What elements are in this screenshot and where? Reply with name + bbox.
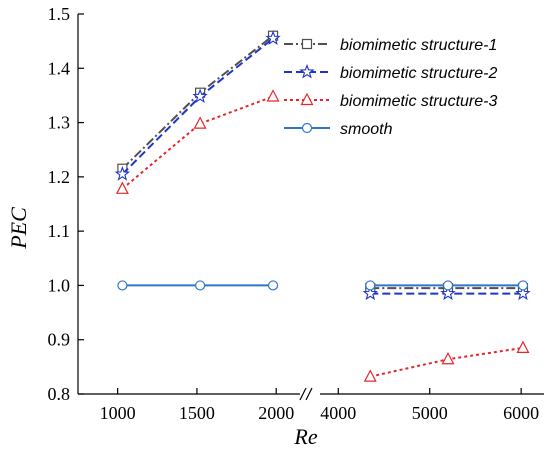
series-line [121,37,274,175]
data-point [441,351,455,365]
x-tick-label: 6000 [503,403,539,423]
y-tick-label: 0.9 [48,330,71,350]
series-2 [114,30,531,301]
data-point [515,285,531,301]
data-point [114,166,131,181]
legend-label: biomimetic structure-1 [340,37,497,54]
legend-item: biomimetic structure-3 [284,92,497,110]
axis-break-mark [299,387,307,401]
plot-area [114,30,531,382]
data-point [517,280,529,291]
y-tick-label: 1.3 [48,113,71,133]
data-point [192,88,208,104]
data-point [267,280,279,291]
legend-label: biomimetic structure-2 [340,65,497,82]
data-point [195,280,206,291]
y-tick-label: 0.8 [48,384,71,404]
x-axis-title: Re [293,424,317,449]
data-point [265,30,281,45]
axis-break-mark [305,387,313,401]
legend: biomimetic structure-1 biomimetic structu… [284,37,497,138]
y-axis-title: PEC [6,207,31,250]
series-3 [115,89,530,382]
data-point [442,280,454,291]
series-4 [117,280,529,291]
axes: 0.8 0.9 1.0 1.1 1.2 1.3 1.4 1.5 1000 1500 2000 4000… [48,4,544,423]
legend-item: biomimetic structure-1 [284,37,497,54]
y-tick-label: 1.2 [48,167,71,187]
data-point [115,181,129,194]
legend-marker [300,92,314,106]
legend-marker [299,63,315,79]
data-point [117,280,128,291]
legend-item: smooth [284,121,393,138]
legend-label: biomimetic structure-3 [340,93,497,110]
x-tick-label: 1500 [179,403,215,423]
x-tick-label: 1000 [100,403,136,423]
y-tick-label: 1.0 [48,275,71,295]
data-point [363,369,377,382]
x-tick-label: 4000 [320,403,356,423]
data-point [266,89,280,102]
x-tick-label: 2000 [258,403,294,423]
data-point [440,285,456,301]
y-tick-label: 1.4 [48,58,71,78]
legend-item: biomimetic structure-2 [284,63,497,82]
data-point [193,116,207,129]
x-tick-label: 5000 [412,403,448,423]
data-point [362,285,378,301]
legend-marker [301,38,313,50]
y-tick-label: 1.5 [48,4,71,24]
data-point [516,340,530,353]
legend-label: smooth [340,121,393,138]
data-point [365,280,376,291]
legend-marker [301,122,313,134]
y-tick-label: 1.1 [48,221,71,241]
series-line [121,95,274,190]
